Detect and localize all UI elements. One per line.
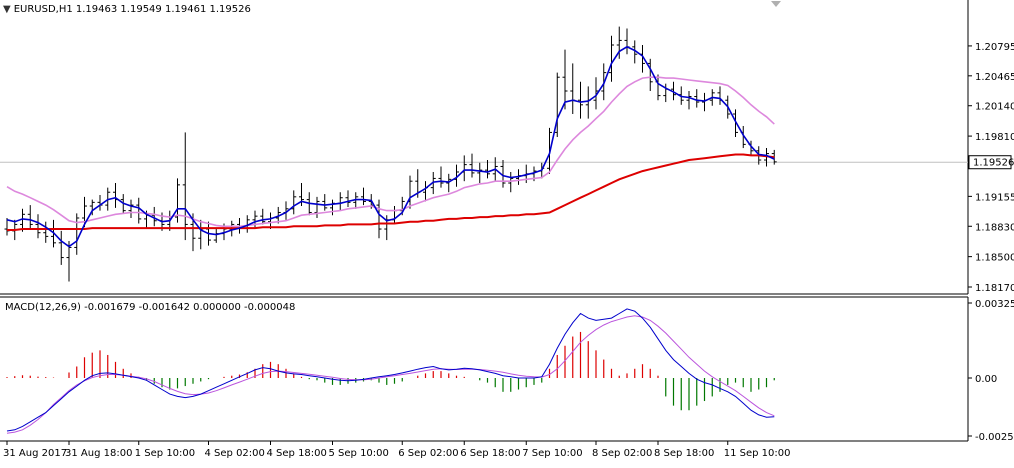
candle	[182, 132, 188, 241]
time-tick-label: 6 Sep 02:00	[398, 448, 458, 459]
price-tick-label: 1.19155	[975, 192, 1014, 203]
price-header-text: EURUSD,H1 1.19463 1.19549 1.19461 1.1952…	[14, 4, 251, 15]
price-series-line	[6, 45, 775, 248]
macd-tick-label: 0.00	[975, 374, 997, 385]
candle	[314, 196, 320, 218]
time-tick-label: 7 Sep 10:00	[522, 448, 582, 459]
candle	[376, 199, 382, 239]
price-tick-label: 1.20140	[975, 102, 1014, 113]
time-tick-label: 8 Sep 18:00	[654, 448, 714, 459]
candle	[345, 190, 351, 207]
candle	[35, 214, 41, 239]
candle	[438, 166, 444, 188]
price-tick-label: 1.18170	[975, 283, 1014, 294]
candle	[20, 208, 25, 232]
current-price-label: 1.19526	[973, 158, 1014, 169]
current-price-box	[968, 155, 1012, 170]
chart-shift-marker-icon[interactable]	[771, 1, 781, 7]
price-tick-label: 1.20795	[975, 42, 1014, 53]
price-tick-label: 1.18830	[975, 222, 1014, 233]
candle	[128, 199, 134, 218]
macd-panel-header: MACD(12,26,9) -0.001679 -0.001642 0.0000…	[5, 302, 295, 313]
candle	[500, 160, 506, 188]
macd-series-line	[6, 308, 775, 432]
candle	[671, 81, 676, 101]
candle	[322, 194, 328, 211]
candle	[578, 81, 583, 119]
macd-marks	[6, 308, 775, 434]
candle	[469, 153, 475, 178]
symbol-arrow-icon: ▼	[3, 4, 11, 15]
candle	[446, 173, 452, 193]
time-tick-label: 5 Sep 10:00	[329, 448, 389, 459]
price-panel-header: ▼ EURUSD,H1 1.19463 1.19549 1.19461 1.195…	[3, 4, 251, 15]
time-tick-label: 4 Sep 18:00	[267, 448, 327, 459]
candle	[151, 206, 157, 227]
candle	[508, 171, 514, 193]
macd-tick-label: -0.002518	[975, 432, 1014, 443]
candle	[353, 192, 359, 209]
price-axis-ticks: 1.20795 1.20465 1.20140 1.19810 1.19155 1.188…	[968, 42, 1014, 294]
candle	[43, 221, 49, 243]
candle	[361, 187, 366, 206]
candle	[74, 213, 80, 255]
time-tick-label: 11 Sep 10:00	[724, 448, 791, 459]
time-tick-label: 31 Aug 2017	[3, 448, 67, 459]
candle	[477, 162, 483, 184]
price-series-line	[6, 76, 775, 228]
candle	[485, 160, 490, 179]
candle	[632, 40, 638, 64]
candle	[275, 206, 281, 224]
time-tick-label: 4 Sep 02:00	[205, 448, 265, 459]
current-price-badge: 1.19526	[968, 155, 1014, 170]
candle	[136, 197, 142, 224]
candle	[609, 35, 614, 82]
candle	[694, 89, 700, 108]
price-tick-label: 1.20465	[975, 72, 1014, 83]
candle	[89, 199, 95, 216]
price-tick-label: 1.18500	[975, 253, 1014, 264]
time-tick-label: 8 Sep 02:00	[592, 448, 652, 459]
candle	[260, 208, 266, 225]
macd-series-line	[6, 315, 775, 434]
price-marks: 1.19526	[0, 26, 1014, 282]
candle	[647, 58, 653, 92]
candle	[58, 230, 64, 265]
time-tick-label: 1 Sep 10:00	[135, 448, 195, 459]
candle	[562, 49, 568, 110]
price-tick-label: 1.19810	[975, 132, 1014, 143]
candle	[733, 109, 738, 138]
candle	[66, 240, 72, 282]
macd-tick-label: 0.003256	[975, 299, 1014, 310]
time-tick-label: 31 Aug 18:00	[65, 448, 132, 459]
candle	[686, 91, 692, 110]
candle	[616, 26, 622, 59]
candle	[554, 72, 560, 138]
macd-axis-ticks: 0.003256 0.00 -0.002518	[968, 299, 1014, 443]
time-tick-label: 6 Sep 18:00	[460, 448, 520, 459]
price-series-line	[7, 153, 775, 231]
candle	[27, 205, 33, 230]
